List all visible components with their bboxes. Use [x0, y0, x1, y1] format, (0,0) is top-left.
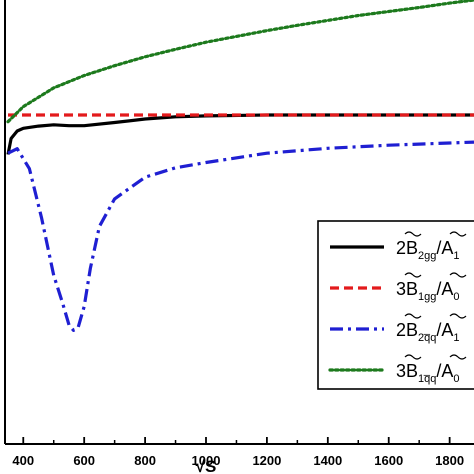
- tilde-mark: [449, 231, 467, 237]
- x-tick-label-1600: 1600: [374, 453, 403, 468]
- legend-entry-1: 2B2gg/A1: [396, 238, 460, 262]
- legend-entry-4: 3B1q̅q/A0: [396, 361, 460, 385]
- x-tick-label-1200: 1200: [252, 453, 281, 468]
- tilde-mark: [449, 354, 467, 360]
- tilde-mark: [404, 354, 422, 360]
- x-tick-label-800: 800: [134, 453, 156, 468]
- x-axis: 400 600 800 1000 1200 1400 1600 1800: [4, 0, 474, 468]
- tilde-mark: [404, 231, 422, 237]
- tilde-mark: [404, 313, 422, 319]
- x-tick-label-400: 400: [12, 453, 34, 468]
- x-tick-label-1400: 1400: [313, 453, 342, 468]
- legend-entry-2: 3B1gg/A0: [396, 279, 460, 303]
- tilde-mark: [449, 313, 467, 319]
- x-tick-label-1000: 1000: [192, 453, 221, 468]
- series-line-3: [7, 140, 474, 332]
- series-line-1: [6, 113, 474, 155]
- x-tick-label-1800: 1800: [435, 453, 464, 468]
- legend-box: [317, 220, 474, 390]
- tilde-mark: [449, 272, 467, 278]
- plot-area: [6, 0, 474, 332]
- legend: 2B2gg/A1 3B1gg/A0 2B2q̅q/A1 3B1q̅q/A0: [317, 220, 474, 390]
- series-line-4: [6, 0, 474, 124]
- tilde-mark: [404, 272, 422, 278]
- legend-entry-3: 2B2q̅q/A1: [396, 320, 460, 344]
- x-tick-label-600: 600: [73, 453, 95, 468]
- x-axis-title: √S: [196, 457, 217, 474]
